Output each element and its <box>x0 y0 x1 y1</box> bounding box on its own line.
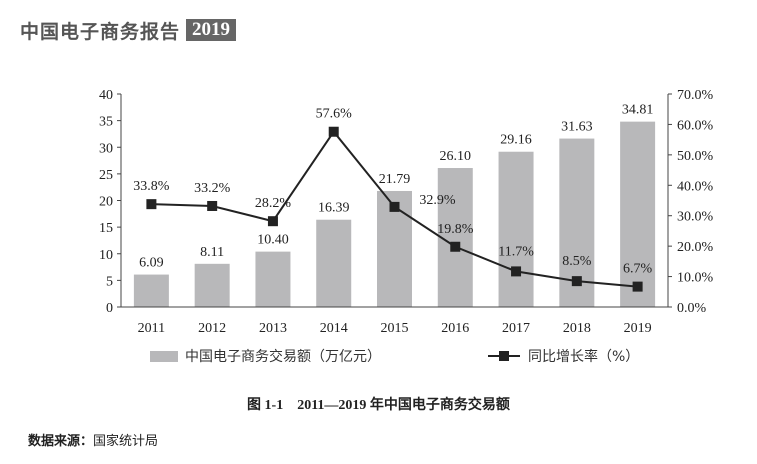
bar-2017 <box>498 151 534 307</box>
x-tick-label: 2018 <box>563 321 591 336</box>
bar-2014 <box>316 219 352 307</box>
bar-label-2015: 21.79 <box>379 172 411 187</box>
bar-label-2017: 29.16 <box>500 133 532 148</box>
line-label-2019: 6.7% <box>623 262 653 277</box>
line-label-2015: 32.9% <box>419 193 456 208</box>
line-marker-2019 <box>632 281 643 292</box>
data-source-value: 国家统计局 <box>93 434 159 449</box>
line-label-2016: 19.8% <box>437 222 474 237</box>
legend-line-marker <box>499 351 509 361</box>
left-tick-label: 0 <box>106 301 113 316</box>
report-title: 中国电子商务报告 <box>20 20 181 43</box>
bar-label-2016: 26.10 <box>440 149 472 164</box>
line-marker-2015 <box>389 201 400 212</box>
line-label-2018: 8.5% <box>562 254 592 269</box>
chart: 6.09 8.11 10.40 16.39 21.79 26.10 29.16 31.63 34… <box>99 88 714 365</box>
bar-label-2011: 6.09 <box>139 256 164 271</box>
bar-2013 <box>255 251 291 307</box>
bar-label-2013: 10.40 <box>257 233 289 248</box>
data-source-label: 数据来源： <box>28 434 94 449</box>
x-tick-label: 2014 <box>320 321 348 336</box>
report-header: 中国电子商务报告 2019 <box>20 18 237 43</box>
bar-2012 <box>194 263 230 307</box>
left-tick-label: 25 <box>99 168 113 183</box>
legend-bar-label: 中国电子商务交易额（万亿元） <box>185 348 381 365</box>
bar-2019 <box>620 121 656 307</box>
bar-2016 <box>437 168 473 307</box>
bar-label-2018: 31.63 <box>561 120 593 135</box>
line-marker-2017 <box>511 266 522 277</box>
x-tick-label: 2011 <box>138 321 165 336</box>
line-marker-2012 <box>207 200 218 211</box>
right-tick-label: 60.0% <box>677 118 714 133</box>
line-marker-2014 <box>328 126 339 137</box>
line-label-2012: 33.2% <box>194 181 231 196</box>
left-tick-label: 10 <box>99 248 113 263</box>
line-label-2011: 33.8% <box>133 179 170 194</box>
right-tick-label: 50.0% <box>677 149 714 164</box>
right-tick-label: 30.0% <box>677 210 714 225</box>
line-marker-2018 <box>571 276 582 287</box>
x-tick-label: 2015 <box>381 321 409 336</box>
right-tick-label: 0.0% <box>677 301 707 316</box>
bar-label-2014: 16.39 <box>318 201 350 216</box>
line-marker-2013 <box>267 216 278 227</box>
x-tick-label: 2013 <box>259 321 287 336</box>
line-label-2017: 11.7% <box>498 244 534 259</box>
right-tick-label: 40.0% <box>677 179 714 194</box>
bar-2011 <box>133 274 169 307</box>
left-tick-label: 30 <box>99 141 113 156</box>
x-tick-label: 2017 <box>502 321 530 336</box>
right-tick-label: 20.0% <box>677 240 714 255</box>
x-tick-label: 2019 <box>624 321 652 336</box>
left-tick-label: 5 <box>106 274 113 289</box>
left-tick-label: 40 <box>99 88 113 103</box>
line-label-2013: 28.2% <box>255 196 292 211</box>
figure-caption: 图 1-1 2011—2019 年中国电子商务交易额 <box>247 398 510 413</box>
bar-label-2012: 8.11 <box>200 245 224 260</box>
left-tick-label: 35 <box>99 115 113 130</box>
left-tick-label: 20 <box>99 195 113 210</box>
line-label-2014: 57.6% <box>316 107 353 122</box>
legend-bar-swatch <box>150 351 178 362</box>
left-tick-label: 15 <box>99 221 113 236</box>
report-year-badge: 2019 <box>186 19 237 41</box>
line-marker-2011 <box>146 199 157 210</box>
bar-label-2019: 34.81 <box>622 103 654 118</box>
right-tick-label: 70.0% <box>677 88 714 103</box>
legend-line-label: 同比增长率（%） <box>528 348 639 365</box>
data-source: 数据来源：国家统计局 <box>28 430 158 449</box>
line-marker-2016 <box>450 241 461 252</box>
x-tick-label: 2012 <box>198 321 226 336</box>
x-tick-label: 2016 <box>441 321 469 336</box>
right-tick-label: 10.0% <box>677 271 714 286</box>
